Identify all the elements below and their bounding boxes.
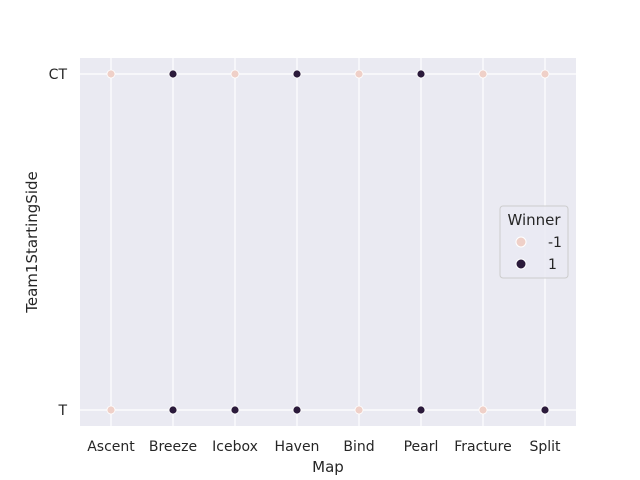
data-point	[540, 405, 550, 415]
data-point	[292, 405, 302, 415]
legend-marker-1	[515, 258, 527, 270]
data-point	[168, 405, 178, 415]
x-tick-label: Haven	[275, 439, 320, 455]
x-tick-labels: Ascent Breeze Icebox Haven Bind Pearl Fracture…	[87, 439, 561, 455]
x-axis-label: Map	[312, 458, 344, 476]
data-point	[416, 405, 426, 415]
y-tick-labels: T CT	[49, 67, 68, 419]
x-tick-label: Icebox	[212, 439, 258, 455]
legend-label-1: 1	[548, 257, 557, 273]
data-point	[106, 405, 116, 415]
x-tick-label: Breeze	[149, 439, 197, 455]
data-point	[354, 405, 364, 415]
y-tick-label: T	[57, 403, 67, 419]
x-tick-label: Pearl	[404, 439, 439, 455]
data-point	[416, 69, 426, 79]
x-tick-label: Fracture	[454, 439, 512, 455]
legend-box	[499, 205, 569, 279]
data-point	[292, 69, 302, 79]
x-tick-label: Split	[529, 439, 561, 455]
data-point	[540, 69, 550, 79]
data-point	[106, 69, 116, 79]
x-tick-label: Bind	[343, 439, 374, 455]
gridlines	[80, 58, 576, 426]
data-point	[354, 69, 364, 79]
y-tick-label: CT	[49, 67, 68, 83]
legend-marker-neg1	[515, 236, 527, 248]
data-point	[168, 69, 178, 79]
data-point	[478, 405, 488, 415]
data-point	[230, 405, 240, 415]
plot-area	[80, 58, 576, 426]
x-tick-label: Ascent	[87, 439, 135, 455]
data-points	[106, 69, 550, 415]
legend-label-neg1: -1	[548, 235, 562, 251]
data-point	[230, 69, 240, 79]
data-point	[478, 69, 488, 79]
legend: Winner -1 1	[499, 205, 569, 279]
y-axis-label: Team1StartingSide	[23, 171, 41, 313]
legend-title: Winner	[507, 211, 561, 229]
